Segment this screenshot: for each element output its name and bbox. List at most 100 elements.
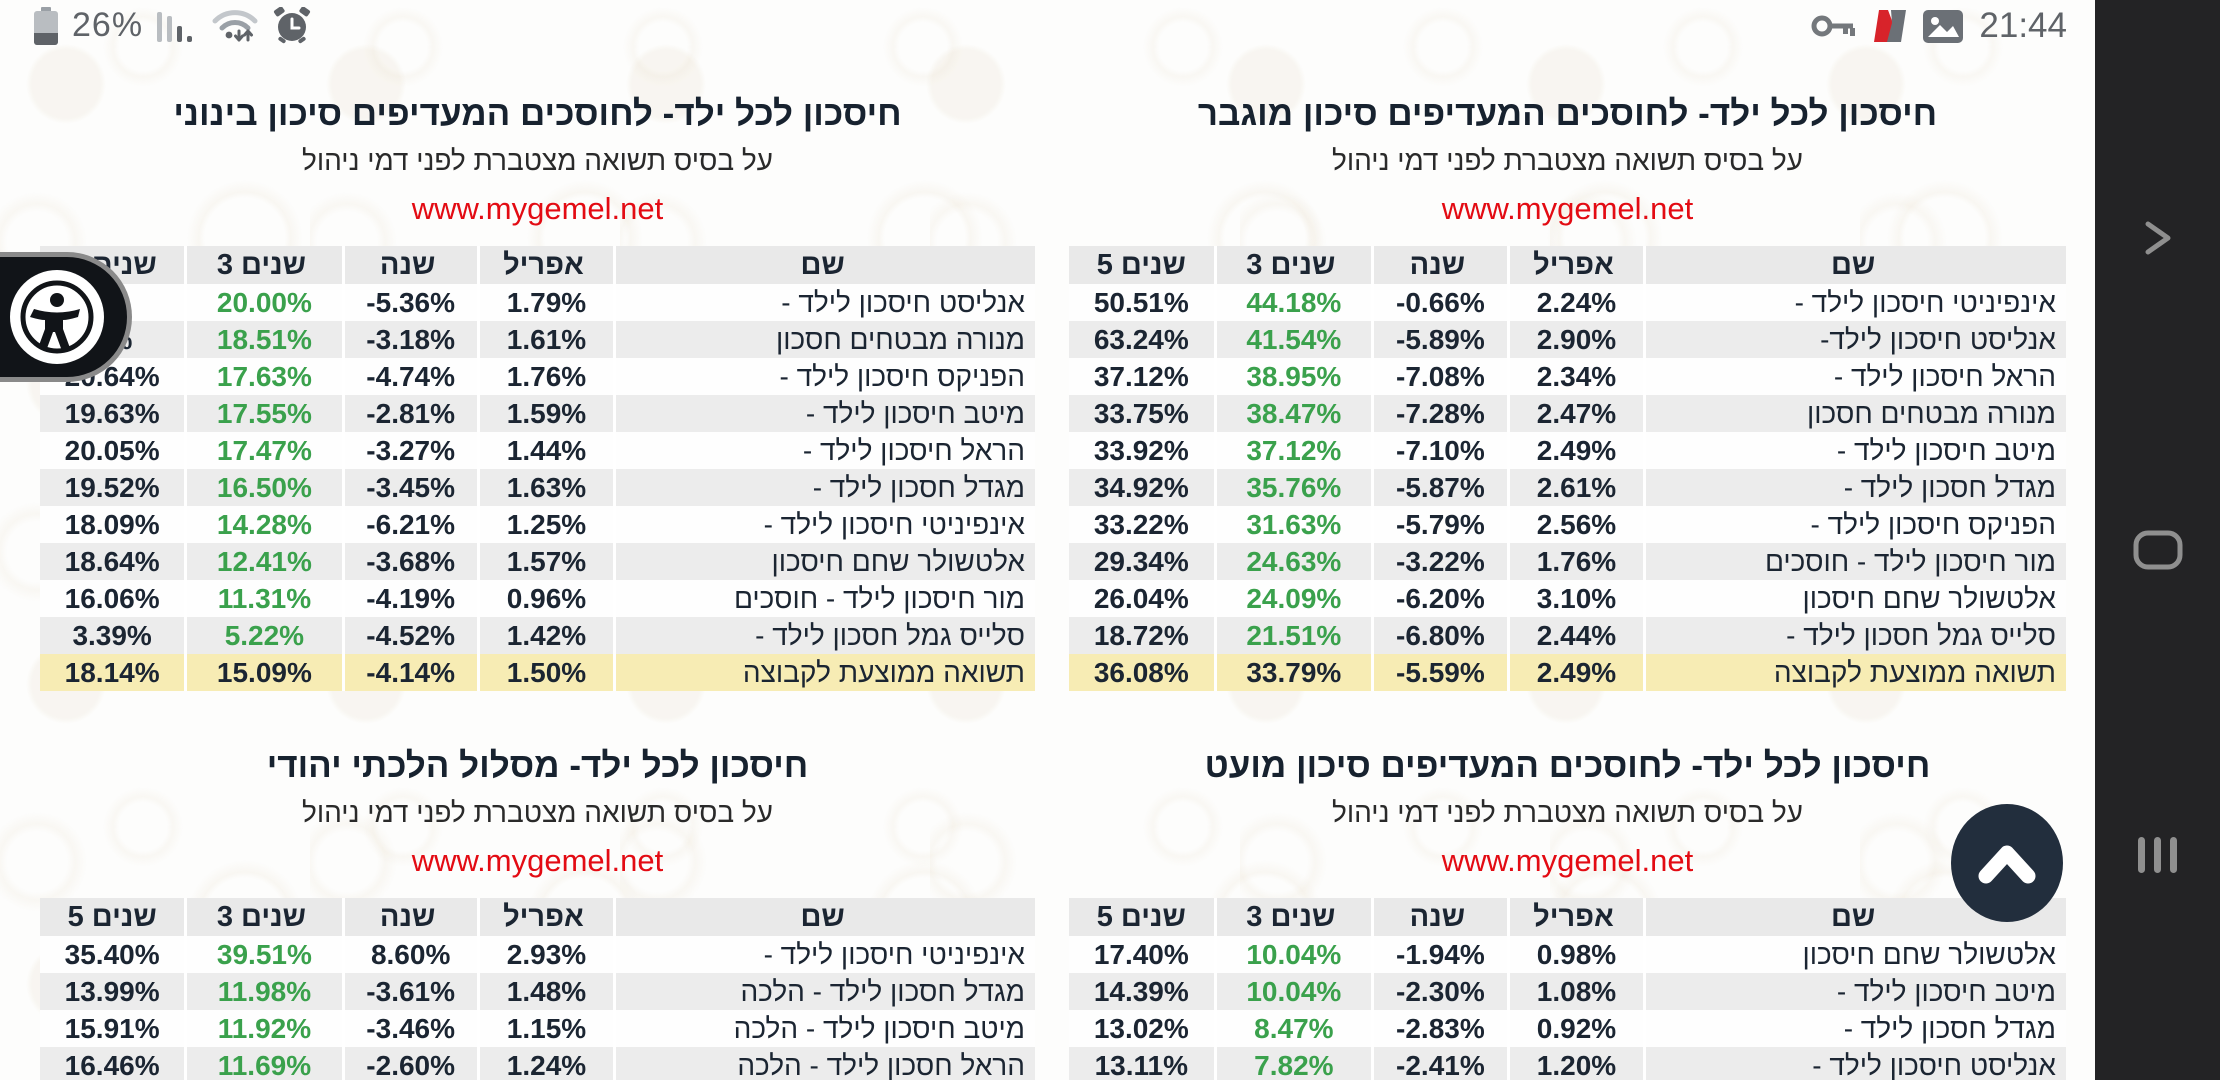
cell-name: אינפיניטי חיסכון לילד -: [1643, 284, 2066, 321]
cell-y5: 33.75%: [1069, 395, 1214, 432]
mygemel-link[interactable]: www.mygemel.net: [411, 843, 664, 878]
cell-name: מיטב חיסכון לילד -: [1643, 973, 2066, 1010]
cell-y3: 38.47%: [1213, 395, 1372, 432]
cell-april: 1.76%: [1506, 543, 1644, 580]
average-row: תשואה ממוצעת לקבוצה 1.50% -4.14% 15.09% 18.1…: [40, 654, 1035, 691]
cell-y5: 26.04%: [1069, 580, 1214, 617]
cell-y5: 29.34%: [1069, 543, 1214, 580]
cell-year: -6.20%: [1371, 580, 1507, 617]
cell-name: אלטשולר שחם חיסכון: [1643, 580, 2066, 617]
cell-y3: 21.51%: [1213, 617, 1372, 654]
table-row: הראל חסכון לילד - הלכה 1.24% -2.60% 11.69% 1…: [40, 1047, 1035, 1080]
cell-year: -3.45%: [341, 469, 477, 506]
cell-year: -5.89%: [1371, 321, 1507, 358]
cell-year: -6.21%: [341, 506, 477, 543]
table-row: הראל חיסכון לילד -2.34% -7.08% 38.95% 37.12…: [1069, 358, 2066, 395]
mygemel-link[interactable]: www.mygemel.net: [1441, 843, 1694, 878]
back-button[interactable]: [2095, 178, 2220, 298]
cell-april: 1.42%: [476, 617, 614, 654]
column-header-1: אפריל: [1506, 246, 1644, 284]
cell-april: 2.49%: [1506, 654, 1644, 691]
cell-y5: 14.39%: [1069, 973, 1214, 1010]
cell-y3: 16.50%: [184, 469, 342, 506]
key-icon: [1811, 11, 1856, 41]
cell-y5: 19.63%: [40, 395, 185, 432]
cell-name: הפניקס חיסכון לילד -: [613, 358, 1035, 395]
cell-april: 1.20%: [1506, 1047, 1644, 1080]
table-row: מיטב חיסכון לילד -1.59% -2.81% 17.55% 19.63…: [40, 395, 1035, 432]
cell-year: -4.52%: [341, 617, 477, 654]
column-header-0: שם: [613, 246, 1035, 284]
cell-april: 3.10%: [1506, 580, 1644, 617]
column-header-4: 5 שנים: [1069, 898, 1214, 936]
cell-y3: 37.12%: [1213, 432, 1372, 469]
cell-name: הראל חיסכון לילד -: [1643, 358, 2066, 395]
cell-april: 1.79%: [476, 284, 614, 321]
mygemel-link[interactable]: www.mygemel.net: [1441, 191, 1694, 226]
cell-name: מיטב חיסכון לילד -: [1643, 432, 2066, 469]
battery-percent: 26%: [72, 6, 144, 44]
n-app-icon: [1871, 10, 1907, 42]
recents-button[interactable]: [2095, 795, 2220, 915]
cell-y3: 44.18%: [1213, 284, 1372, 321]
cell-year: -2.81%: [341, 395, 477, 432]
cell-y5: 19.52%: [40, 469, 185, 506]
cell-year: -5.59%: [1371, 654, 1507, 691]
accessibility-icon: [9, 270, 104, 364]
cell-y3: 11.69%: [184, 1047, 342, 1080]
section-increased-risk: חיסכון לכל ילד- לחוסכים המעדיפים סיכון מ…: [1069, 58, 2066, 691]
cell-y3: 10.04%: [1213, 936, 1372, 973]
cell-y5: 13.11%: [1069, 1047, 1214, 1080]
table-row: מיטב חיסכון לילד -1.08% -2.30% 10.04% 14.39…: [1069, 973, 2066, 1010]
cell-year: -7.08%: [1371, 358, 1507, 395]
table-row: אינפיניטי חיסכון לילד -1.25% -6.21% 14.28%…: [40, 506, 1035, 543]
cell-april: 0.92%: [1506, 1010, 1644, 1047]
cell-y5: 18.09%: [40, 506, 185, 543]
home-icon: [2133, 530, 2182, 570]
cell-april: 2.56%: [1506, 506, 1644, 543]
cell-y3: 18.51%: [184, 321, 342, 358]
scroll-to-top-button[interactable]: [1951, 804, 2063, 922]
cell-y3: 17.63%: [184, 358, 342, 395]
mygemel-link[interactable]: www.mygemel.net: [411, 191, 664, 226]
cell-y5: 16.46%: [40, 1047, 185, 1080]
cell-year: -4.19%: [341, 580, 477, 617]
cell-y5: 18.14%: [40, 654, 185, 691]
accessibility-widget-button[interactable]: [0, 252, 132, 382]
cell-year: -6.80%: [1371, 617, 1507, 654]
table-row: הראל חיסכון לילד -1.44% -3.27% 17.47% 20.05…: [40, 432, 1035, 469]
table-row: אלטשולר שחם חיסכון 3.10% -6.20% 24.09% 26.04…: [1069, 580, 2066, 617]
section-title: חיסכון לכל ילד- לחוסכים המעדיפים סיכון ב…: [173, 94, 902, 133]
column-header-0: שם: [613, 898, 1035, 936]
cell-y5: 18.64%: [40, 543, 185, 580]
section-subtitle: על בסיס תשואה מצטברת לפני דמי ניהול: [1332, 145, 1803, 176]
section-title: חיסכון לכל ילד- לחוסכים המעדיפים סיכון מ…: [1204, 746, 1931, 785]
cell-april: 2.93%: [476, 936, 614, 973]
cell-y5: 13.99%: [40, 973, 185, 1010]
cell-year: -3.61%: [341, 973, 477, 1010]
column-header-1: אפריל: [476, 898, 614, 936]
cell-y3: 20.00%: [184, 284, 342, 321]
cell-year: -0.66%: [1371, 284, 1507, 321]
table-row: מגדל חסכון לילד - הלכה 1.48% -3.61% 11.98% 1…: [40, 973, 1035, 1010]
home-button[interactable]: [2095, 490, 2220, 610]
cell-name: תשואה ממוצעת לקבוצה: [613, 654, 1035, 691]
cell-y5: 34.92%: [1069, 469, 1214, 506]
column-header-3: 3 שנים: [1213, 898, 1372, 936]
cell-y3: 33.79%: [1213, 654, 1372, 691]
column-header-2: שנה: [1371, 246, 1507, 284]
cell-name: אינפיניטי חיסכון לילד -: [613, 506, 1035, 543]
cell-year: -2.30%: [1371, 973, 1507, 1010]
cell-year: -4.74%: [341, 358, 477, 395]
cell-year: -7.10%: [1371, 432, 1507, 469]
cell-april: 2.47%: [1506, 395, 1644, 432]
cell-y3: 11.31%: [184, 580, 342, 617]
column-header-0: שם: [1643, 246, 2066, 284]
cell-name: אנליסט חיסכון לילד -: [613, 284, 1035, 321]
cell-y3: 7.82%: [1213, 1047, 1372, 1080]
cell-y3: 17.47%: [184, 432, 342, 469]
cell-april: 0.96%: [476, 580, 614, 617]
cell-y5: 16.06%: [40, 580, 185, 617]
wifi-icon: [211, 7, 259, 45]
